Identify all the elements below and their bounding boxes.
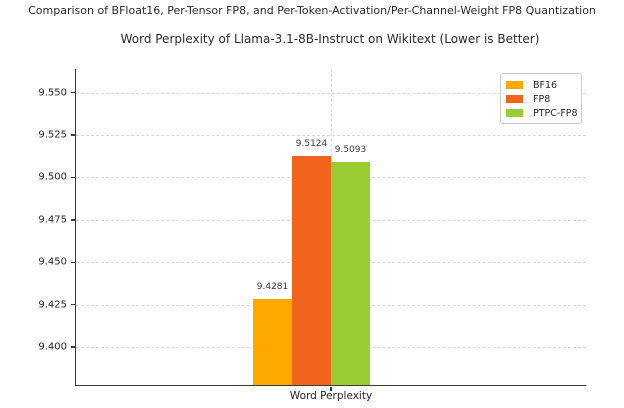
legend-item-bf16: BF16 [506,78,581,92]
legend-swatch-ptpc-fp8 [506,109,523,117]
legend-item-fp8: FP8 [506,92,581,106]
bar-value-label-fp8: 9.5124 [295,139,328,150]
plot-area: Word Perplexity BF16 FP8 PTPC-FP8 9.400 9… [38,69,586,402]
bar-value-label-bf16: 9.4281 [256,282,289,293]
y-tick-mark [71,303,75,306]
bar-bf16 [253,299,292,385]
legend-swatch-fp8 [506,95,523,103]
y-tick-mark [71,346,75,348]
y-tick-label: 9.475 [38,214,67,226]
legend-swatch-bf16 [506,81,523,89]
x-axis-category-label: Word Perplexity [289,390,373,402]
y-tick-mark [71,92,75,94]
y-tick-mark [71,134,75,136]
y-tick-mark [71,219,75,221]
legend-item-ptpc-fp8: PTPC-FP8 [506,106,581,120]
bar-fp8 [292,156,331,385]
y-tick-label: 9.425 [38,299,67,311]
x-tick-mark [330,387,332,391]
y-tick-mark [71,261,75,263]
y-tick-label: 9.550 [38,87,67,99]
y-tick-label: 9.450 [38,256,67,268]
y-tick-label: 9.500 [38,171,67,183]
legend-label-fp8: FP8 [533,93,551,105]
y-tick-label: 9.525 [38,129,67,141]
chart-title: Word Perplexity of Llama-3.1-8B-Instruct… [120,32,540,46]
legend: BF16 FP8 PTPC-FP8 [500,73,582,124]
y-tick-mark [71,176,75,179]
y-tick-label: 9.400 [38,341,67,353]
figure-suptitle: Comparison of BFloat16, Per-Tensor FP8, … [28,4,596,17]
legend-label-ptpc-fp8: PTPC-FP8 [533,107,578,119]
legend-label-bf16: BF16 [533,79,558,91]
bar-value-label-ptpc-fp8: 9.5093 [334,144,367,155]
bar-ptpc-fp8 [331,161,370,385]
